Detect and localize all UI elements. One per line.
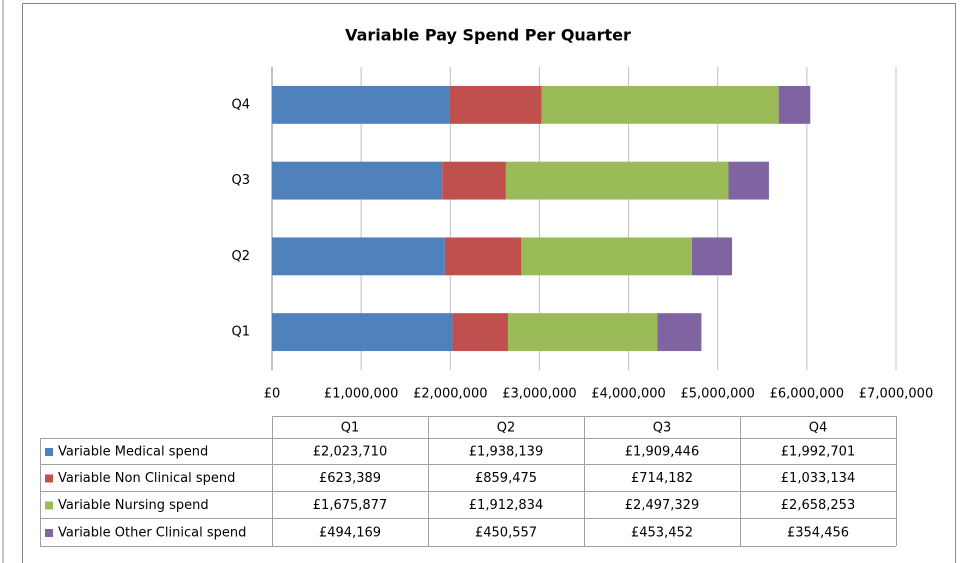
table-header: Q3 [653, 421, 672, 436]
x-tick-label: £4,000,000 [591, 387, 665, 402]
table-cell: £2,497,329 [625, 498, 699, 513]
x-tick-label: £5,000,000 [680, 387, 754, 402]
legend-label: Variable Non Clinical spend [58, 471, 235, 486]
legend-key [45, 501, 53, 510]
bar-segment [521, 237, 692, 276]
legend-label: Variable Medical spend [58, 445, 208, 460]
bar-segment [691, 237, 733, 276]
bar-segment [272, 161, 443, 200]
legend-label: Variable Other Clinical spend [58, 526, 246, 541]
table-cell: £1,909,446 [625, 445, 699, 460]
chart-frame [22, 3, 956, 563]
y-tick-label: Q2 [231, 249, 250, 264]
table-header: Q2 [497, 421, 516, 436]
bar-segment [452, 313, 508, 352]
bar-segment [272, 237, 445, 276]
bar-segment [272, 313, 453, 352]
table-cell: £2,658,253 [781, 498, 855, 513]
x-tick-label: £6,000,000 [770, 387, 844, 402]
table-cell: £450,557 [475, 526, 537, 541]
table-cell: £623,389 [319, 471, 381, 486]
x-tick-label: £1,000,000 [324, 387, 398, 402]
bar-segment [657, 313, 702, 352]
bar-segment [728, 161, 769, 200]
bar-segment [272, 85, 450, 124]
y-tick-label: Q1 [231, 325, 250, 340]
table-cell: £494,169 [319, 526, 381, 541]
x-tick-label: £2,000,000 [413, 387, 487, 402]
table-cell: £1,938,139 [469, 445, 543, 460]
x-tick-label: £7,000,000 [859, 387, 933, 402]
table-cell: £1,675,877 [313, 498, 387, 513]
legend-key [45, 474, 53, 483]
bar-segment [507, 313, 658, 352]
chart-title: Variable Pay Spend Per Quarter [345, 26, 631, 45]
bar-segment [442, 161, 506, 200]
legend-label: Variable Nursing spend [58, 498, 209, 513]
bar-segment [541, 85, 779, 124]
table-cell: £859,475 [475, 471, 537, 486]
table-cell: £1,912,834 [469, 498, 543, 513]
table-header: Q4 [809, 421, 828, 436]
table-cell: £354,456 [787, 526, 849, 541]
table-cell: £2,023,710 [313, 445, 387, 460]
bar-segment [449, 85, 542, 124]
legend-key [45, 448, 53, 456]
x-tick-label: £0 [264, 387, 281, 402]
table-cell: £453,452 [631, 526, 693, 541]
table-cell: £714,182 [631, 471, 693, 486]
y-tick-label: Q3 [231, 173, 250, 188]
bar-segment [778, 85, 811, 124]
table-cell: £1,033,134 [781, 471, 855, 486]
legend-key [45, 529, 53, 537]
y-tick-label: Q4 [231, 97, 250, 112]
table-header: Q1 [341, 421, 360, 436]
bar-segment [444, 237, 522, 276]
bar-segment [505, 161, 729, 200]
table-cell: £1,992,701 [781, 445, 855, 460]
x-tick-label: £3,000,000 [502, 387, 576, 402]
